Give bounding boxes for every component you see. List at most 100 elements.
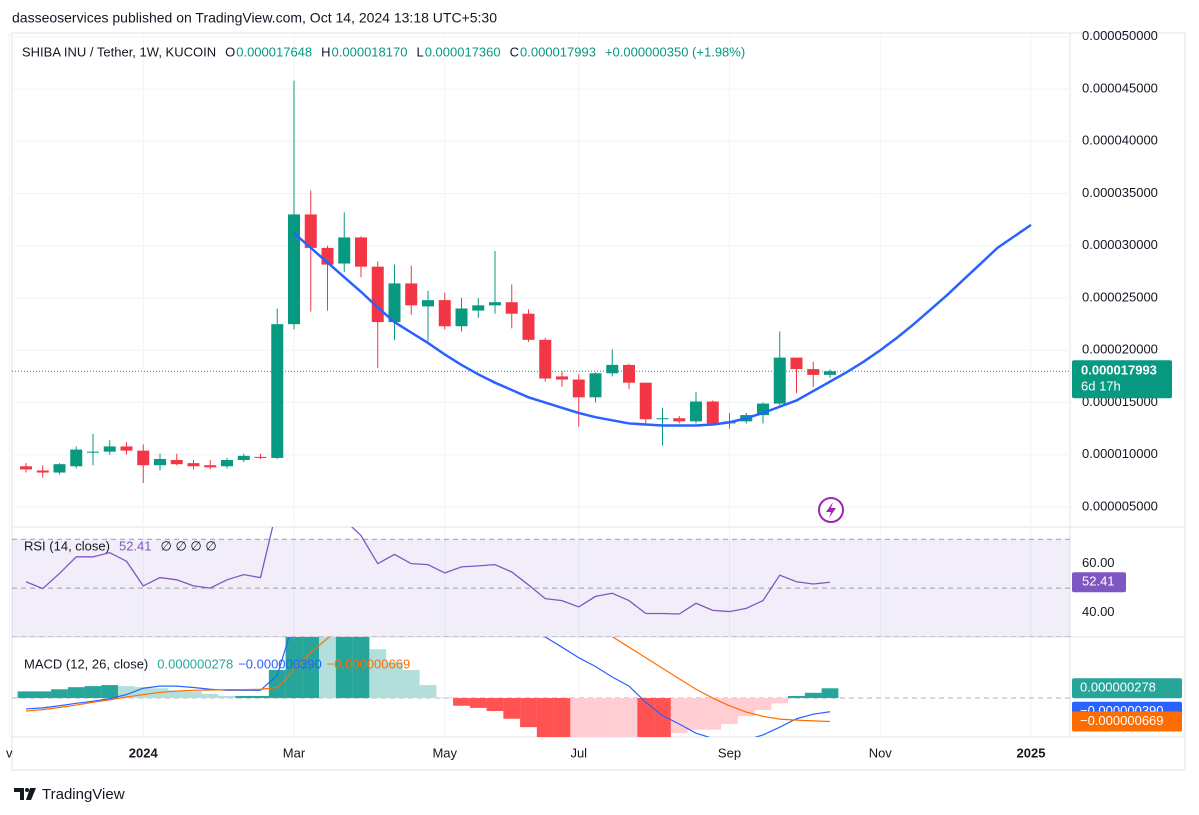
- candle-body: [455, 308, 468, 327]
- macd-histogram-bar: [84, 686, 102, 699]
- macd-histogram-bar: [721, 698, 738, 725]
- candle-body: [790, 357, 803, 370]
- macd-histogram-bar: [17, 691, 35, 699]
- histogram-badge-label: 0.000000278: [1080, 680, 1156, 695]
- candle-body: [757, 403, 769, 416]
- published-note: dasseoservices published on TradingView.…: [12, 10, 497, 26]
- candle-body: [237, 455, 250, 461]
- y-tick-label: 0.000045000: [1082, 80, 1158, 95]
- logo: [14, 788, 36, 800]
- candle-body: [589, 373, 602, 398]
- rsi-title: RSI (14, close): [24, 538, 110, 553]
- logo-mark: [14, 788, 24, 800]
- macd-histogram-bar: [486, 698, 504, 712]
- macd-histogram-bar: [637, 698, 655, 737]
- macd-histogram-bar: [151, 688, 169, 699]
- candle-body: [656, 418, 669, 420]
- histogram-badge: [1072, 678, 1182, 699]
- macd-histogram-bar: [436, 697, 454, 699]
- macd-histogram-bar: [402, 669, 420, 699]
- candle-body: [706, 401, 719, 424]
- macd-histogram-bar: [268, 669, 286, 699]
- macd-histogram-bar: [453, 698, 470, 706]
- candle-body: [606, 364, 619, 374]
- macd-histogram-bar: [587, 698, 604, 737]
- candle-body: [807, 369, 820, 375]
- macd-histogram-bar: [737, 698, 755, 717]
- x-tick-label: 2024: [129, 745, 159, 760]
- macd-histogram-bar: [369, 649, 387, 699]
- signal-badge-label: −0.000000669: [1080, 713, 1164, 728]
- macd-histogram-bar: [469, 698, 487, 708]
- last-price-label: 0.000017993: [1081, 363, 1157, 378]
- candle-body: [773, 357, 786, 404]
- macd-histogram-bar: [754, 698, 772, 710]
- macd-histogram-bar: [687, 698, 705, 730]
- macd-histogram-bar: [419, 685, 437, 699]
- candle-body: [120, 446, 133, 451]
- candle-body: [70, 449, 83, 467]
- macd-histogram-bar: [285, 637, 303, 699]
- x-tick-label: 2025: [1017, 745, 1046, 760]
- candle-body: [288, 214, 300, 325]
- macd-histogram-bar: [503, 698, 521, 719]
- candle-body: [690, 401, 702, 422]
- candle-body: [623, 364, 635, 383]
- macd-histogram-bar: [67, 687, 85, 699]
- frame: [11, 32, 1186, 771]
- y-tick-label: 0.000040000: [1082, 133, 1158, 148]
- rsi-status: ∅ ∅ ∅ ∅: [161, 538, 217, 553]
- candle-body: [304, 214, 317, 248]
- macd-histogram-bar: [771, 698, 789, 704]
- legend-field-name: L: [416, 44, 423, 59]
- macd-hist-value: 0.000000278: [157, 656, 233, 671]
- y-tick-label: 40.00: [1082, 604, 1115, 619]
- macd-histogram-bar: [134, 687, 152, 699]
- x-tick-label: Jul: [570, 745, 587, 760]
- grid-layer: [8, 33, 1070, 737]
- macd-histogram-bar: [788, 695, 805, 699]
- macd-histogram-bar: [34, 691, 52, 699]
- macd-histogram-bar: [386, 662, 403, 699]
- candle-body: [204, 465, 217, 468]
- macd-histogram-bar: [319, 637, 336, 699]
- y-tick-label: 0.000025000: [1082, 289, 1158, 304]
- last-price-badge: [1072, 360, 1172, 399]
- candle-body: [472, 305, 485, 311]
- candle-body: [355, 237, 367, 267]
- rsi-badge-label: 52.41: [1082, 574, 1115, 589]
- macd-histogram-bar: [201, 693, 219, 699]
- candle-body: [338, 237, 351, 264]
- macd-histogram-bar: [520, 698, 537, 728]
- y-tick-label: 0.000030000: [1082, 237, 1158, 252]
- macd-axis: 0.000000278−0.000000390−0.000000669: [1072, 678, 1182, 732]
- y-tick-label: 0.000010000: [1082, 446, 1158, 461]
- macd-histogram-bar: [218, 695, 236, 699]
- macd-histogram-bar: [118, 686, 135, 699]
- rsi-badge: [1072, 572, 1126, 593]
- macd-histogram-bar: [168, 690, 186, 699]
- candle-body: [639, 382, 652, 420]
- candle-body: [824, 371, 836, 375]
- candle-body: [388, 283, 401, 323]
- candle-body: [221, 460, 233, 467]
- legend-field-value: 0.000017648: [236, 44, 312, 59]
- macd-histogram-bar: [352, 637, 370, 699]
- candle-body: [103, 446, 116, 452]
- x-tick-label: Nov: [869, 745, 893, 760]
- label-layer: v 2024 Mar May Jul Sep Nov 2025 0.000005000 0.000…: [6, 28, 1172, 760]
- candle-body: [505, 302, 518, 314]
- candle-body: [36, 470, 49, 473]
- legend-field-name: H: [321, 44, 330, 59]
- macd-histogram-bar: [654, 698, 671, 737]
- macd-signal-value: −0.000000669: [327, 656, 411, 671]
- logo-mark: [25, 788, 29, 792]
- macd-line: [25, 637, 831, 737]
- candle-body: [539, 339, 552, 379]
- macd-histogram-bar: [570, 698, 588, 737]
- macd-title: MACD (12, 26, close): [24, 656, 148, 671]
- brand: TradingView: [42, 786, 125, 803]
- signal-badge: [1072, 711, 1182, 732]
- legend-symbol: SHIBA INU / Tether, 1W, KUCOIN: [22, 44, 216, 59]
